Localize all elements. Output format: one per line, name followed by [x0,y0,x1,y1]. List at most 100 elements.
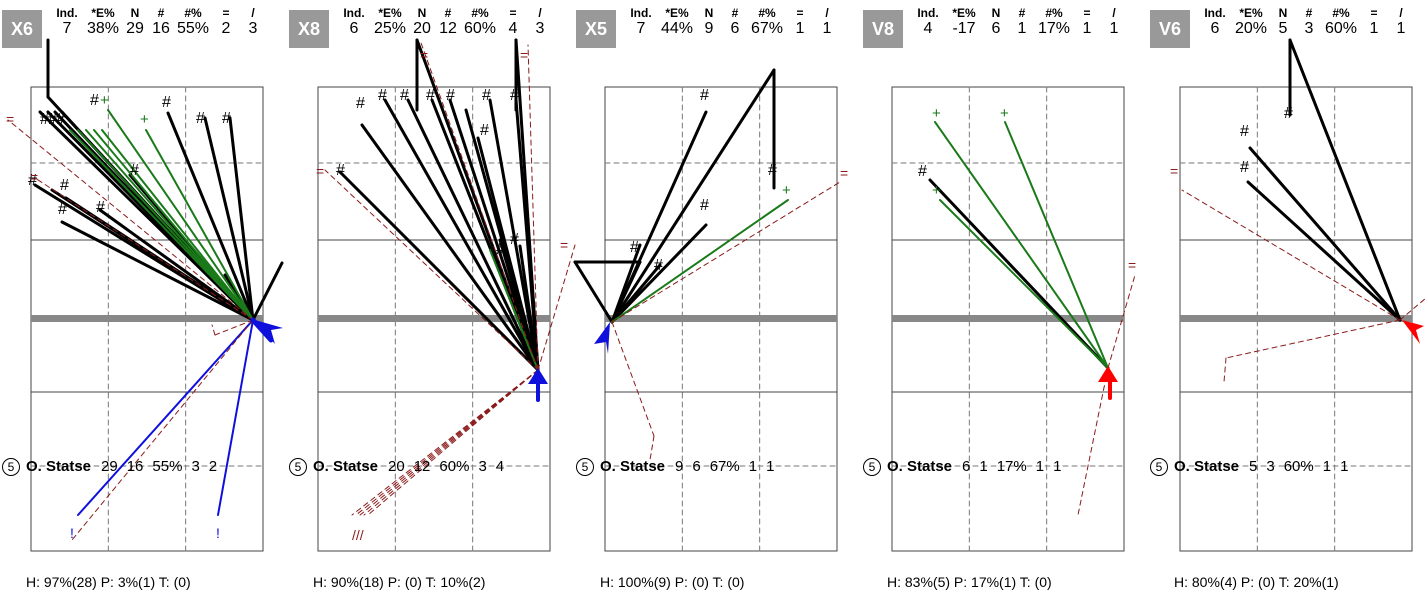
header-stats: Ind. 6 *E% 25% N 20 #12 #% 60% = 4 /3 [337,6,553,38]
player-stat-eq: 1 [1322,458,1332,475]
player-row: 5 O. Statse 9 6 67% 1 1 [576,458,783,476]
error-symbol: = [316,163,324,179]
attack-trajectory [98,208,255,322]
attack-trajectory [203,116,255,322]
jersey-number: 5 [863,458,881,476]
attack-trajectory [573,260,614,324]
attack-trajectory-kill [489,249,539,371]
kill-symbol: # [60,177,69,194]
hdr-sl-label: / [825,6,829,20]
player-stat-n: 9 [675,458,684,475]
attack-trajectory-error [537,244,576,371]
hdr-ind-label: Ind. [917,6,939,20]
jersey-number: 5 [1150,458,1168,476]
kill-symbol: # [130,162,139,179]
kill-symbol: # [56,111,65,128]
player-stat-sl: 1 [766,458,775,475]
player-stat-kp: 17% [996,458,1027,475]
attack-trajectory-kill [101,129,254,321]
attack-trajectory-blocked [77,319,254,516]
hdr-n-label: N [417,6,427,20]
hdr-e-value: 44% [660,20,694,37]
start-arrow [594,322,610,354]
blocked-symbol: ! [70,525,74,541]
player-row: 5 O. Statse 5 3 60% 1 1 [1150,458,1357,476]
kill-symbol: # [336,162,345,179]
attack-trajectory [338,170,540,372]
kill-symbol: # [28,172,37,189]
player-row: 5 O. Statse 20 12 60% 3 4 [289,458,513,476]
attack-trajectory-error [324,169,539,371]
attack-trajectory [518,244,540,372]
attack-trajectory [498,238,540,372]
zone-badge: X8 [289,10,329,48]
hdr-e-value: 20% [1234,20,1268,37]
attack-trajectory [228,116,255,322]
hdr-e-label: *E% [91,6,115,20]
kill-symbol: # [1284,105,1293,122]
hdr-kp-label: #% [471,6,489,20]
kill-symbol: # [700,87,709,104]
kill-symbol: # [222,110,231,127]
player-row: 5 O. Statse 6 1 17% 1 1 [863,458,1070,476]
hdr-eq-label: = [796,6,804,20]
attack-trajectory-error [649,435,655,461]
hdr-ind-label: Ind. [630,6,652,20]
jersey-number: 5 [2,458,20,476]
positive-symbol: + [932,105,941,122]
attack-trajectory-error [1077,367,1109,516]
hdr-ind-label: Ind. [56,6,78,20]
attack-trajectory-kill [934,121,1109,369]
hdr-k-label: # [1305,6,1313,20]
hdr-ind-label: Ind. [1204,6,1226,20]
player-name: O. Statse [887,458,953,475]
player-stat-eq: 1 [1035,458,1045,475]
hdr-kp-label: #% [758,6,776,20]
player-name: O. Statse [600,458,666,475]
hdr-e-label: *E% [952,6,976,20]
player-stat-sl: 1 [1053,458,1062,475]
hdr-ind-value: 7 [636,20,646,37]
player-stat-kp: 67% [709,458,740,475]
player-stat-kp: 55% [152,458,183,475]
zone-badge: V8 [863,10,903,48]
hdr-eq-value: 1 [1369,20,1379,37]
zone-badge: V6 [1150,10,1190,48]
kill-symbol: # [96,199,105,216]
hpt-summary: H: 90%(18) P: (0) T: 10%(2) [313,574,486,590]
kill-symbol: # [768,162,777,179]
attack-trajectory-error [214,319,254,336]
player-stat-k: 1 [979,458,988,475]
player-stat-n: 20 [388,458,405,475]
error-symbol: = [560,237,568,253]
hdr-n-label: N [1278,6,1288,20]
start-arrow [250,317,274,343]
player-name: O. Statse [1174,458,1240,475]
net [892,315,1124,322]
attack-trajectory-error [611,181,841,323]
jersey-number: 5 [289,458,307,476]
attack-trajectory-error [211,324,216,336]
kill-symbol: # [162,94,171,111]
attack-trajectory [514,38,540,372]
attack-trajectory-kill [145,129,254,321]
zone-badge: X5 [576,10,616,48]
player-stat-k: 16 [126,458,144,475]
positive-symbol: + [1000,105,1009,122]
hdr-n-value: 20 [413,20,431,37]
attack-trajectory-error [71,319,254,541]
hdr-kp-value: 55% [176,20,210,37]
attack-trajectory [166,111,255,322]
hdr-e-value: 38% [86,20,120,37]
hdr-kp-label: #% [1332,6,1350,20]
header-stats: Ind. 7 *E% 38% N 29 #16 #% 55% = 2 /3 [50,6,266,38]
attack-trajectory [60,220,255,322]
hdr-kp-value: 67% [750,20,784,37]
kill-symbol: # [196,110,205,127]
hdr-n-label: N [704,6,714,20]
player-stat-sl: 1 [1340,458,1349,475]
